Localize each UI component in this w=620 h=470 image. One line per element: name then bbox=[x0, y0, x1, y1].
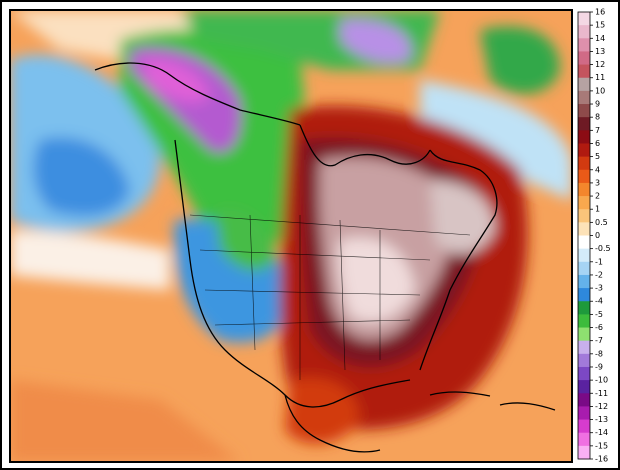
colorbar-swatch bbox=[578, 419, 590, 434]
colorbar-label: -14 bbox=[595, 428, 608, 437]
colorbar-label: -13 bbox=[595, 415, 608, 424]
colorbar-swatch bbox=[578, 432, 590, 447]
colorbar-label: 5 bbox=[595, 152, 600, 161]
colorbar-label: 8 bbox=[595, 113, 600, 122]
colorbar-label: -1 bbox=[595, 257, 603, 266]
colorbar-swatch bbox=[578, 366, 590, 381]
colorbar-label: 0 bbox=[595, 231, 600, 240]
colorbar-swatch bbox=[578, 130, 590, 144]
colorbar-swatch bbox=[578, 38, 590, 52]
colorbar-swatch bbox=[578, 288, 590, 302]
colorbar-label: -8 bbox=[595, 349, 603, 358]
colorbar-label: -9 bbox=[595, 362, 603, 371]
colorbar-swatch bbox=[578, 182, 590, 197]
colorbar-label: 15 bbox=[595, 21, 605, 30]
colorbar-swatch bbox=[578, 77, 590, 92]
map bbox=[10, 10, 572, 462]
map-frame bbox=[9, 9, 573, 463]
colorbar-label: -16 bbox=[595, 455, 608, 464]
colorbar-swatch bbox=[578, 51, 590, 66]
colorbar-swatch bbox=[578, 209, 590, 223]
colorbar-label: -5 bbox=[595, 310, 603, 319]
colorbar-swatch bbox=[578, 380, 590, 394]
colorbar-swatch bbox=[578, 196, 590, 210]
colorbar-label: 11 bbox=[595, 73, 605, 82]
colorbar-label: 16 bbox=[595, 8, 605, 17]
colorbar-swatch bbox=[578, 445, 590, 460]
colorbar-label: 3 bbox=[595, 178, 600, 187]
colorbar-swatch bbox=[578, 104, 590, 118]
colorbar-label: -7 bbox=[595, 336, 603, 345]
colorbar-label: 14 bbox=[595, 34, 605, 43]
colorbar-label: -3 bbox=[595, 284, 603, 293]
colorbar-swatch bbox=[578, 314, 590, 329]
colorbar-label: 10 bbox=[595, 86, 605, 95]
colorbar-label: 7 bbox=[595, 126, 600, 135]
colorbar-label: -15 bbox=[595, 441, 608, 450]
colorbar-swatch bbox=[578, 12, 590, 26]
colorbar-swatch bbox=[578, 301, 590, 315]
colorbar-swatch bbox=[578, 274, 590, 289]
colorbar-swatch bbox=[578, 117, 590, 131]
colorbar-swatch bbox=[578, 406, 590, 421]
colorbar-label: -6 bbox=[595, 323, 603, 332]
colorbar-label: 1 bbox=[595, 205, 600, 214]
colorbar-label: 12 bbox=[595, 60, 605, 69]
colorbar-swatch bbox=[578, 353, 590, 368]
colorbar-swatch bbox=[578, 25, 590, 39]
colorbar-swatch bbox=[578, 261, 590, 276]
colorbar-swatch bbox=[578, 393, 590, 407]
colorbar-label: -2 bbox=[595, 270, 603, 279]
colorbar-label: 0.5 bbox=[595, 218, 608, 227]
colorbar: 16 15 14 13 12 11 10 9 8 7 6 5 4 3 2 1 0.5 0 -0.5 -1 -2 -3 -4 -… bbox=[577, 8, 611, 464]
colorbar-swatch bbox=[578, 248, 590, 263]
colorbar-swatch bbox=[578, 235, 590, 250]
colorbar-swatch bbox=[578, 340, 590, 355]
colorbar-label: 4 bbox=[595, 165, 600, 174]
colorbar-swatch bbox=[578, 64, 590, 79]
colorbar-label: 6 bbox=[595, 139, 600, 148]
colorbar-swatch bbox=[578, 327, 590, 342]
colorbar-label: -12 bbox=[595, 402, 608, 411]
colorbar-label: 13 bbox=[595, 47, 605, 56]
colorbar-label: -11 bbox=[595, 389, 608, 398]
colorbar-swatch bbox=[578, 90, 590, 105]
colorbar-label: -0.5 bbox=[595, 244, 611, 253]
colorbar-swatch bbox=[578, 156, 590, 171]
colorbar-swatch bbox=[578, 169, 590, 184]
colorbar-label: 2 bbox=[595, 192, 600, 201]
colorbar-swatch bbox=[578, 222, 590, 236]
colorbar-label: 9 bbox=[595, 100, 600, 109]
colorbar-label: -4 bbox=[595, 297, 603, 306]
colorbar-swatch bbox=[578, 143, 590, 158]
colorbar-label: -10 bbox=[595, 376, 608, 385]
